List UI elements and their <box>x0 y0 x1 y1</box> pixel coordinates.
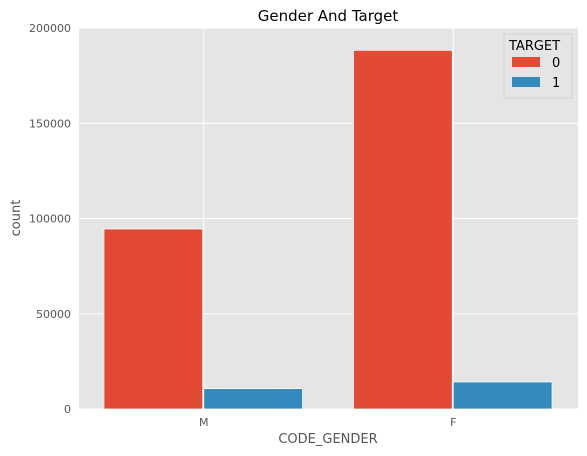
legend-label: 1 <box>552 76 560 91</box>
bar-M-1 <box>203 388 303 410</box>
y-axis-label: count <box>9 200 24 237</box>
x-axis-label: CODE_GENDER <box>278 432 377 447</box>
y-tick-label: 200000 <box>29 22 71 35</box>
legend: TARGET 01 <box>503 33 573 99</box>
y-tick-label: 100000 <box>29 213 71 226</box>
legend-swatch-1 <box>512 77 540 87</box>
legend-items: 01 <box>512 56 560 91</box>
y-tick-label: 150000 <box>29 117 71 130</box>
bar-M-0 <box>103 228 204 410</box>
chart-title: Gender And Target <box>258 7 399 25</box>
legend-swatch-0 <box>512 57 540 67</box>
legend-title: TARGET <box>508 39 560 54</box>
bars <box>103 49 553 410</box>
y-axis-ticks: 0 50000 100000 150000 200000 <box>29 22 71 416</box>
bar-F-1 <box>452 381 553 410</box>
bar-F-0 <box>353 49 453 410</box>
legend-label: 0 <box>552 56 560 71</box>
x-tick-label: M <box>199 416 209 429</box>
x-tick-label: F <box>450 416 456 429</box>
y-tick-label: 0 <box>64 403 71 416</box>
y-tick-label: 50000 <box>36 308 71 321</box>
